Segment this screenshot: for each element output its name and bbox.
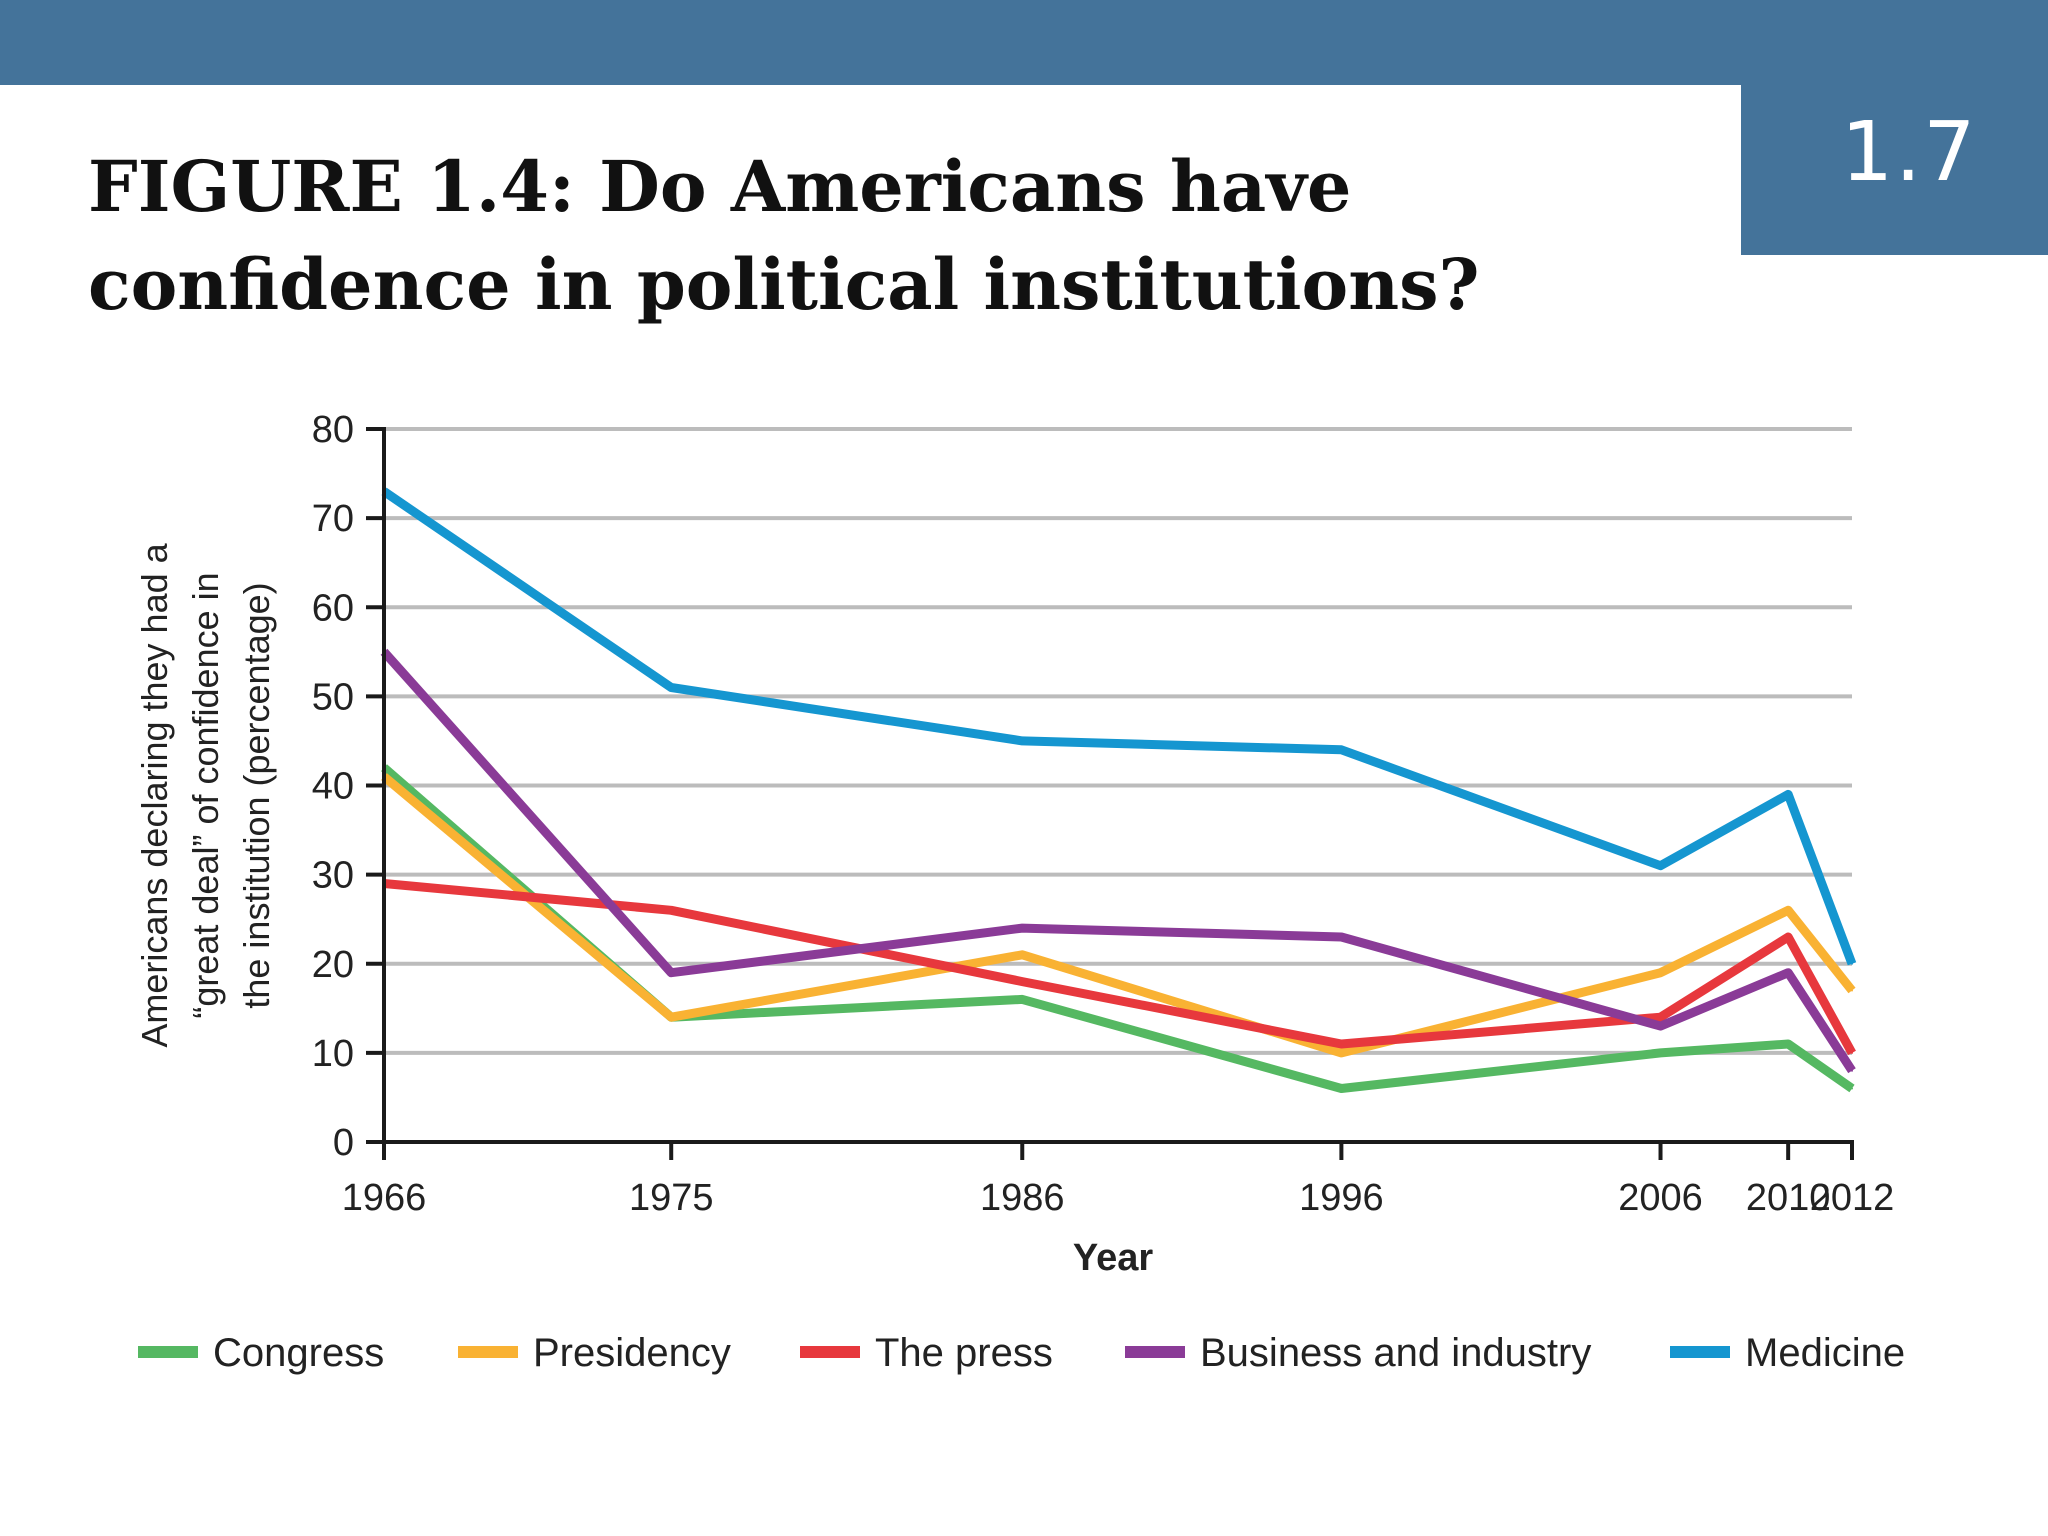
legend-label-the-press: The press [875,1331,1053,1375]
x-tick-label-2010: 2010 [1746,1177,1831,1219]
data-point-business-and-industry-2006 [1659,1025,1662,1028]
data-point-the-press-1986 [1021,980,1024,983]
slide-number: 1.7 [1841,105,1978,200]
x-tick-label-1986: 1986 [980,1177,1065,1219]
data-point-the-press-2010 [1787,936,1790,939]
x-tick-label-1966: 1966 [342,1177,427,1219]
y-tick-label-60: 60 [312,587,354,629]
data-point-presidency-2010 [1787,909,1790,912]
data-point-presidency-2012 [1851,989,1853,992]
series-line-business-and-industry [380,648,1856,1074]
y-tick-label-0: 0 [333,1122,354,1164]
data-point-medicine-2012 [1851,962,1853,965]
data-point-presidency-1996 [1340,1051,1343,1054]
y-tick-label-10: 10 [312,1033,354,1075]
legend-swatch-medicine [1670,1346,1730,1358]
x-tick-label-2012: 2012 [1810,1177,1895,1219]
legend-label-medicine: Medicine [1745,1331,1905,1375]
y-axis-title-line-1: Americans declaring they had a [134,542,175,1047]
series-line-presidency [381,773,1856,1058]
data-point-business-and-industry-2012 [1851,1069,1853,1072]
x-tick-label-1996: 1996 [1299,1177,1384,1219]
data-point-presidency-2006 [1659,971,1662,974]
data-point-medicine-2006 [1659,864,1662,867]
data-point-presidency-1986 [1021,953,1024,956]
data-point-business-and-industry-1986 [1021,927,1024,930]
y-tick-label-80: 80 [312,409,354,451]
data-point-medicine-1996 [1340,748,1343,751]
data-point-congress-2006 [1659,1051,1662,1054]
title-line-2: confidence in political institutions? [88,243,1480,326]
legend-swatch-business-and-industry [1125,1346,1185,1358]
data-point-the-press-1975 [670,909,673,912]
data-point-the-press-2006 [1659,1016,1662,1019]
data-point-business-and-industry-1996 [1340,936,1343,939]
x-tick-label-2006: 2006 [1618,1177,1703,1219]
legend-label-presidency: Presidency [533,1331,731,1375]
data-point-congress-1986 [1021,998,1024,1001]
page-title: FIGURE 1.4: Do Americans have confidence… [88,138,1688,334]
y-tick-label-70: 70 [312,498,354,540]
top-banner [0,0,2048,85]
data-point-medicine-1975 [670,686,673,689]
legend-label-congress: Congress [213,1331,384,1375]
title-line-1: FIGURE 1.4: Do Americans have [88,145,1352,228]
data-point-congress-2010 [1787,1042,1790,1045]
legend-swatch-the-press [800,1346,860,1358]
data-point-congress-2012 [1851,1087,1853,1090]
data-point-congress-1996 [1340,1087,1343,1090]
y-tick-label-20: 20 [312,944,354,986]
legend-label-business-and-industry: Business and industry [1200,1331,1591,1375]
x-axis-title: Year [1073,1237,1154,1279]
data-point-medicine-2010 [1787,793,1790,796]
x-tick-label-1975: 1975 [629,1177,714,1219]
y-tick-label-50: 50 [312,676,354,718]
data-point-presidency-1975 [670,1016,673,1019]
y-tick-label-40: 40 [312,766,354,808]
legend-swatch-presidency [458,1346,518,1358]
y-axis-title-line-3: the institution (percentage) [236,582,277,1008]
data-point-the-press-2012 [1851,1051,1853,1054]
data-point-business-and-industry-2010 [1787,971,1790,974]
data-point-business-and-industry-1975 [670,971,673,974]
data-point-medicine-1986 [1021,739,1024,742]
slide-number-badge: 1.7 [1741,85,2048,255]
y-axis-title-line-2: “great deal” of confidence in [185,572,226,1018]
data-point-the-press-1996 [1340,1042,1343,1045]
y-tick-label-30: 30 [312,855,354,897]
legend-swatch-congress [138,1346,198,1358]
y-axis-title: Americans declaring they had a “great dea… [134,542,277,1047]
